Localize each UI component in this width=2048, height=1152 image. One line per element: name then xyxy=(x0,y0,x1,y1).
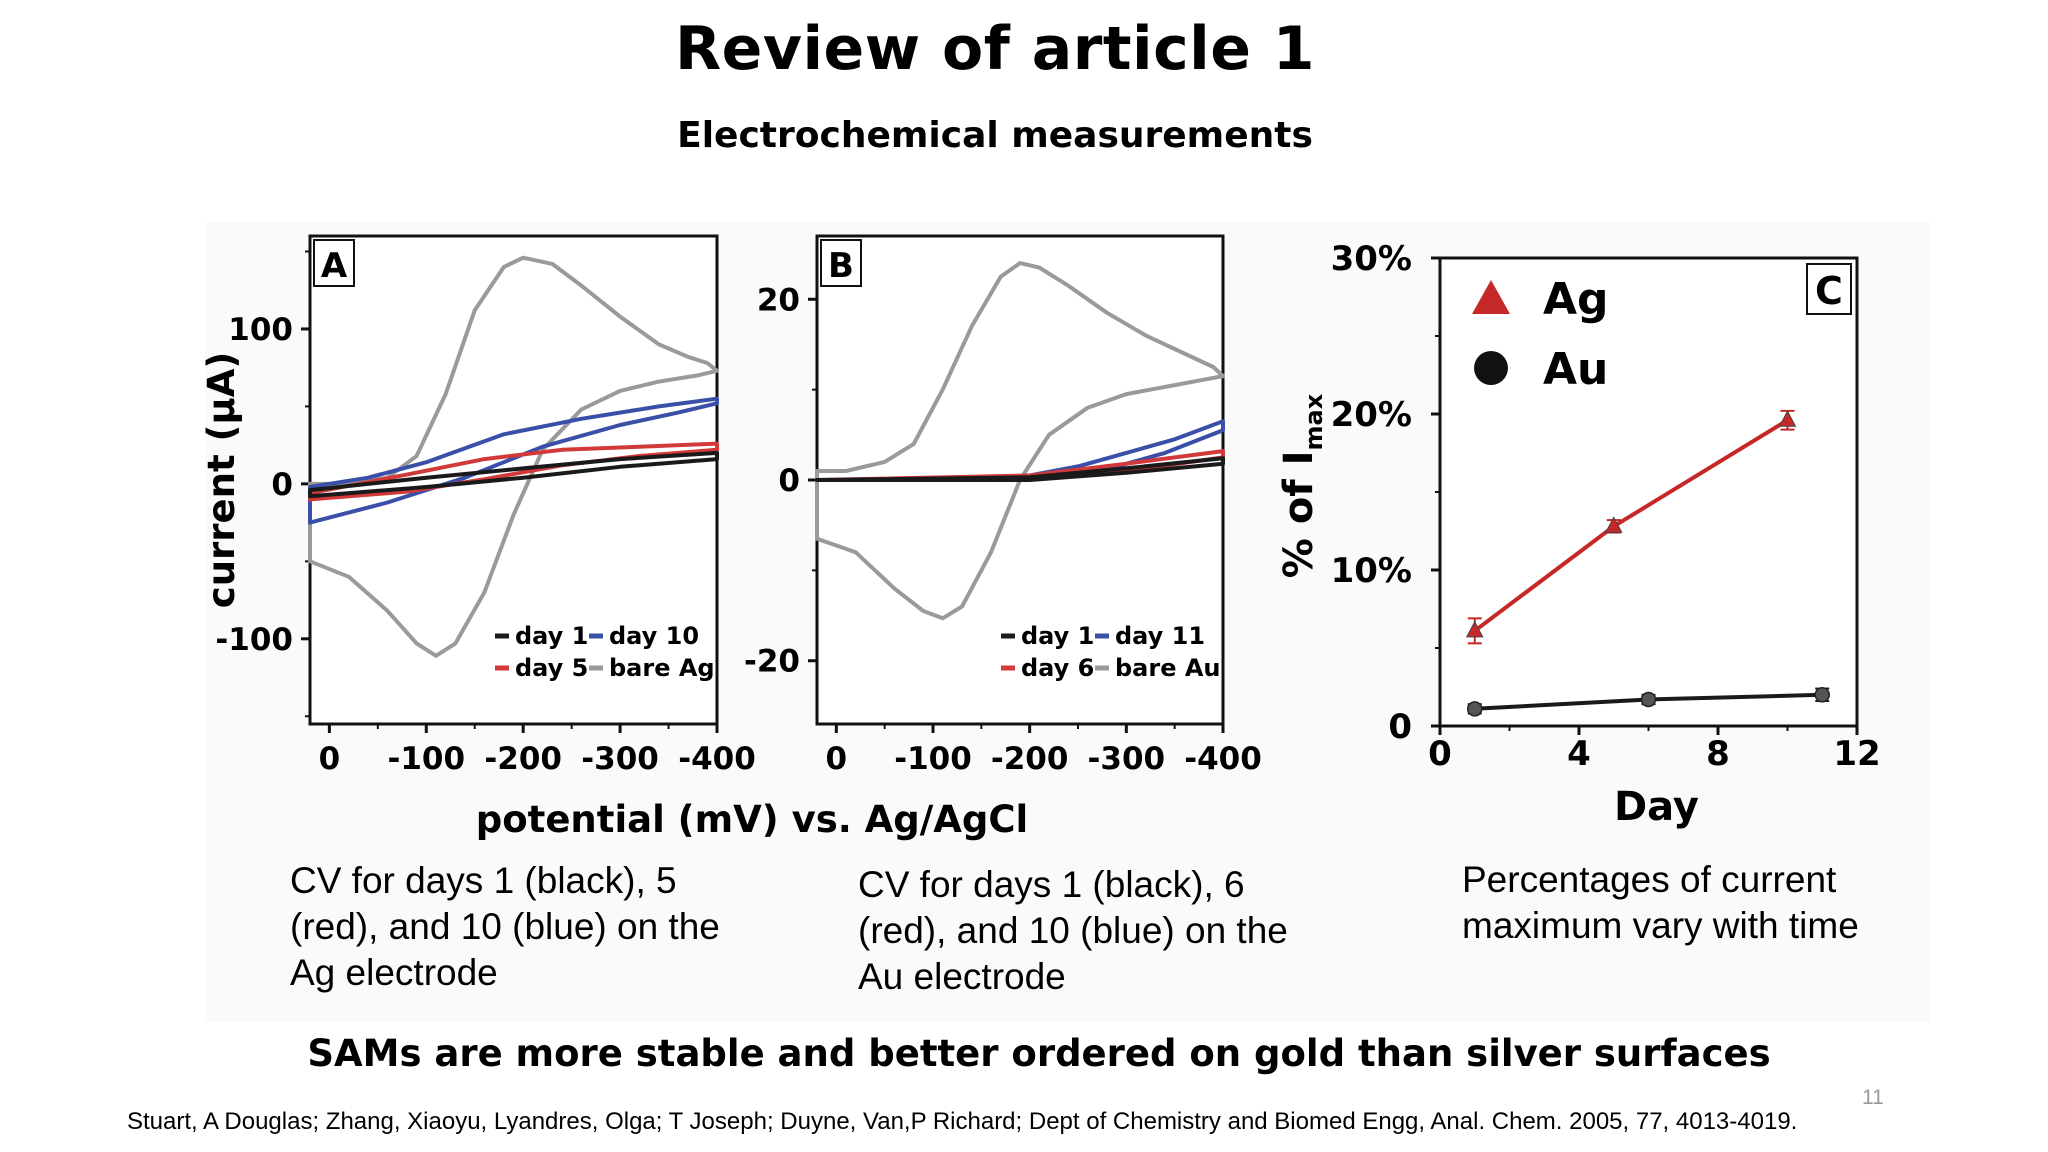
y-tick-label: -20 xyxy=(744,644,800,680)
legend-label: Ag xyxy=(1543,274,1609,325)
data-point-au xyxy=(1467,701,1483,717)
y-axis-label: % of Imax xyxy=(1276,393,1328,578)
panel-label: B xyxy=(828,246,854,286)
y-axis-label-main: % of I xyxy=(1276,450,1322,578)
y-tick-label: -100 xyxy=(215,622,293,658)
x-tick-label: -400 xyxy=(1184,741,1262,777)
x-tick-label: -300 xyxy=(1088,741,1166,777)
y-tick-label: 20% xyxy=(1331,395,1412,435)
x-tick-label: 8 xyxy=(1706,734,1730,774)
legend-label: bare Au xyxy=(1115,654,1221,682)
data-point-ag xyxy=(1465,620,1484,638)
cv-curve-bare-Ag xyxy=(308,255,719,658)
x-tick-label: -400 xyxy=(678,741,756,777)
panel-label: A xyxy=(321,246,348,286)
slide-title: Review of article 1 xyxy=(674,14,1316,84)
cv-curve-day-5 xyxy=(308,441,719,502)
legend-marker-circle xyxy=(1474,351,1508,385)
x-tick-label: 12 xyxy=(1833,734,1880,774)
legend-marker-triangle xyxy=(1472,280,1510,314)
data-point-au xyxy=(1640,691,1657,708)
legend-label: day 5 xyxy=(515,654,588,682)
data-point-ag xyxy=(1778,410,1797,427)
caption-panel-b: CV for days 1 (black), 6 (red), and 10 (… xyxy=(858,864,1288,997)
x-tick-label: -200 xyxy=(484,741,562,777)
x-tick-label: -200 xyxy=(991,741,1069,777)
panel-label-box xyxy=(1806,263,1852,315)
y-tick-label: 30% xyxy=(1331,239,1412,279)
y-tick-label: 0 xyxy=(778,463,800,499)
y-tick-label: 0 xyxy=(271,467,293,503)
y-tick-label: 10% xyxy=(1331,551,1412,591)
x-tick-label: 4 xyxy=(1567,734,1591,774)
panel-label-box xyxy=(313,239,355,287)
data-point-au xyxy=(1814,687,1830,703)
chart-panel-c: C 30% 20% 10% 00 4 8 12 Day % of Imax Ag Au xyxy=(1276,239,1881,830)
y-tick-label: 100 xyxy=(228,312,293,348)
cv-curve-bare-Au xyxy=(815,261,1225,621)
slide-subtitle: Electrochemical measurements xyxy=(677,115,1313,156)
panel-label-box xyxy=(820,239,862,287)
x-tick-label: 0 xyxy=(1428,734,1452,774)
slide-number: 11 xyxy=(1862,1086,1884,1109)
legend-label: bare Ag xyxy=(609,654,715,682)
legend-label: Au xyxy=(1543,344,1608,395)
x-tick-label: -300 xyxy=(581,741,659,777)
plot-frame xyxy=(1438,256,1859,728)
panel-label: C xyxy=(1815,269,1843,313)
shared-x-axis-label: potential (mV) vs. Ag/AgCl xyxy=(476,798,1029,841)
legend-label: day 10 xyxy=(609,622,699,650)
x-tick-label: -100 xyxy=(387,741,465,777)
cv-curve-day-1 xyxy=(815,456,1225,482)
caption-panel-a: CV for days 1 (black), 5 (red), and 10 (… xyxy=(290,860,720,993)
legend-label: day 1 xyxy=(1021,622,1094,650)
cv-curve-day-10 xyxy=(308,396,719,525)
cv-curve-day-1 xyxy=(308,450,719,499)
chart-panel-a: A 100 0 -100 0 -100 -200 -300 -400 day 1 day 10 day… xyxy=(200,234,756,777)
y-axis-label-subscript: max xyxy=(1300,393,1328,450)
legend-label: day 6 xyxy=(1021,654,1094,682)
legend-label: day 1 xyxy=(515,622,588,650)
legend-label: day 11 xyxy=(1115,622,1205,650)
x-tick-label: 0 xyxy=(319,741,341,777)
y-tick-label: 20 xyxy=(757,282,800,318)
data-point-ag xyxy=(1604,516,1623,533)
x-axis-label: Day xyxy=(1614,784,1699,830)
y-axis-label: current (µA) xyxy=(200,352,243,608)
citation: Stuart, A Douglas; Zhang, Xiaoyu, Lyandr… xyxy=(127,1108,1798,1135)
conclusion: SAMs are more stable and better ordered … xyxy=(307,1032,1771,1075)
x-tick-label: -100 xyxy=(894,741,972,777)
x-tick-label: 0 xyxy=(826,741,848,777)
caption-panel-c: Percentages of current maximum vary with… xyxy=(1462,859,1859,946)
y-tick-label: 0 xyxy=(1388,707,1412,747)
